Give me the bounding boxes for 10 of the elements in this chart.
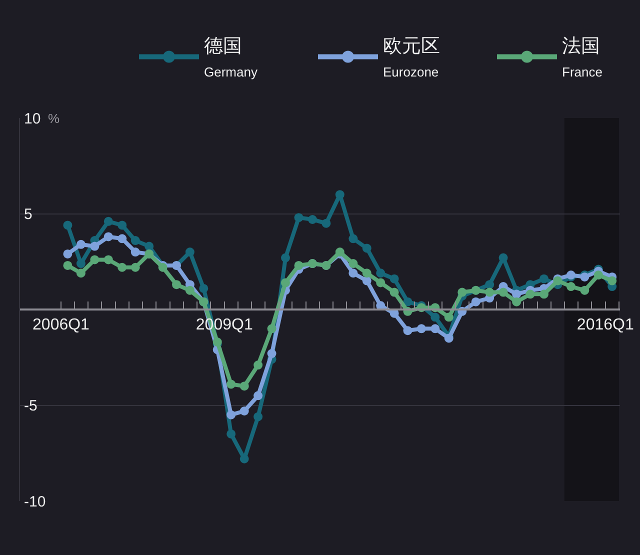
- y-tick-label: -5: [24, 398, 38, 414]
- y-axis-title: %: [48, 111, 60, 126]
- y-tick-label: -10: [24, 493, 46, 510]
- y-tick-label: 5: [24, 206, 32, 223]
- x-tick-label: 2006Q1: [32, 316, 90, 334]
- legend-label: 欧元区 Eurozone: [383, 36, 440, 80]
- legend-label: 法国 France: [562, 36, 602, 80]
- x-tick-label: 2016Q1: [576, 316, 634, 334]
- legend-label: 德国 Germany: [204, 36, 258, 80]
- y-tick-label: 10: [24, 110, 41, 128]
